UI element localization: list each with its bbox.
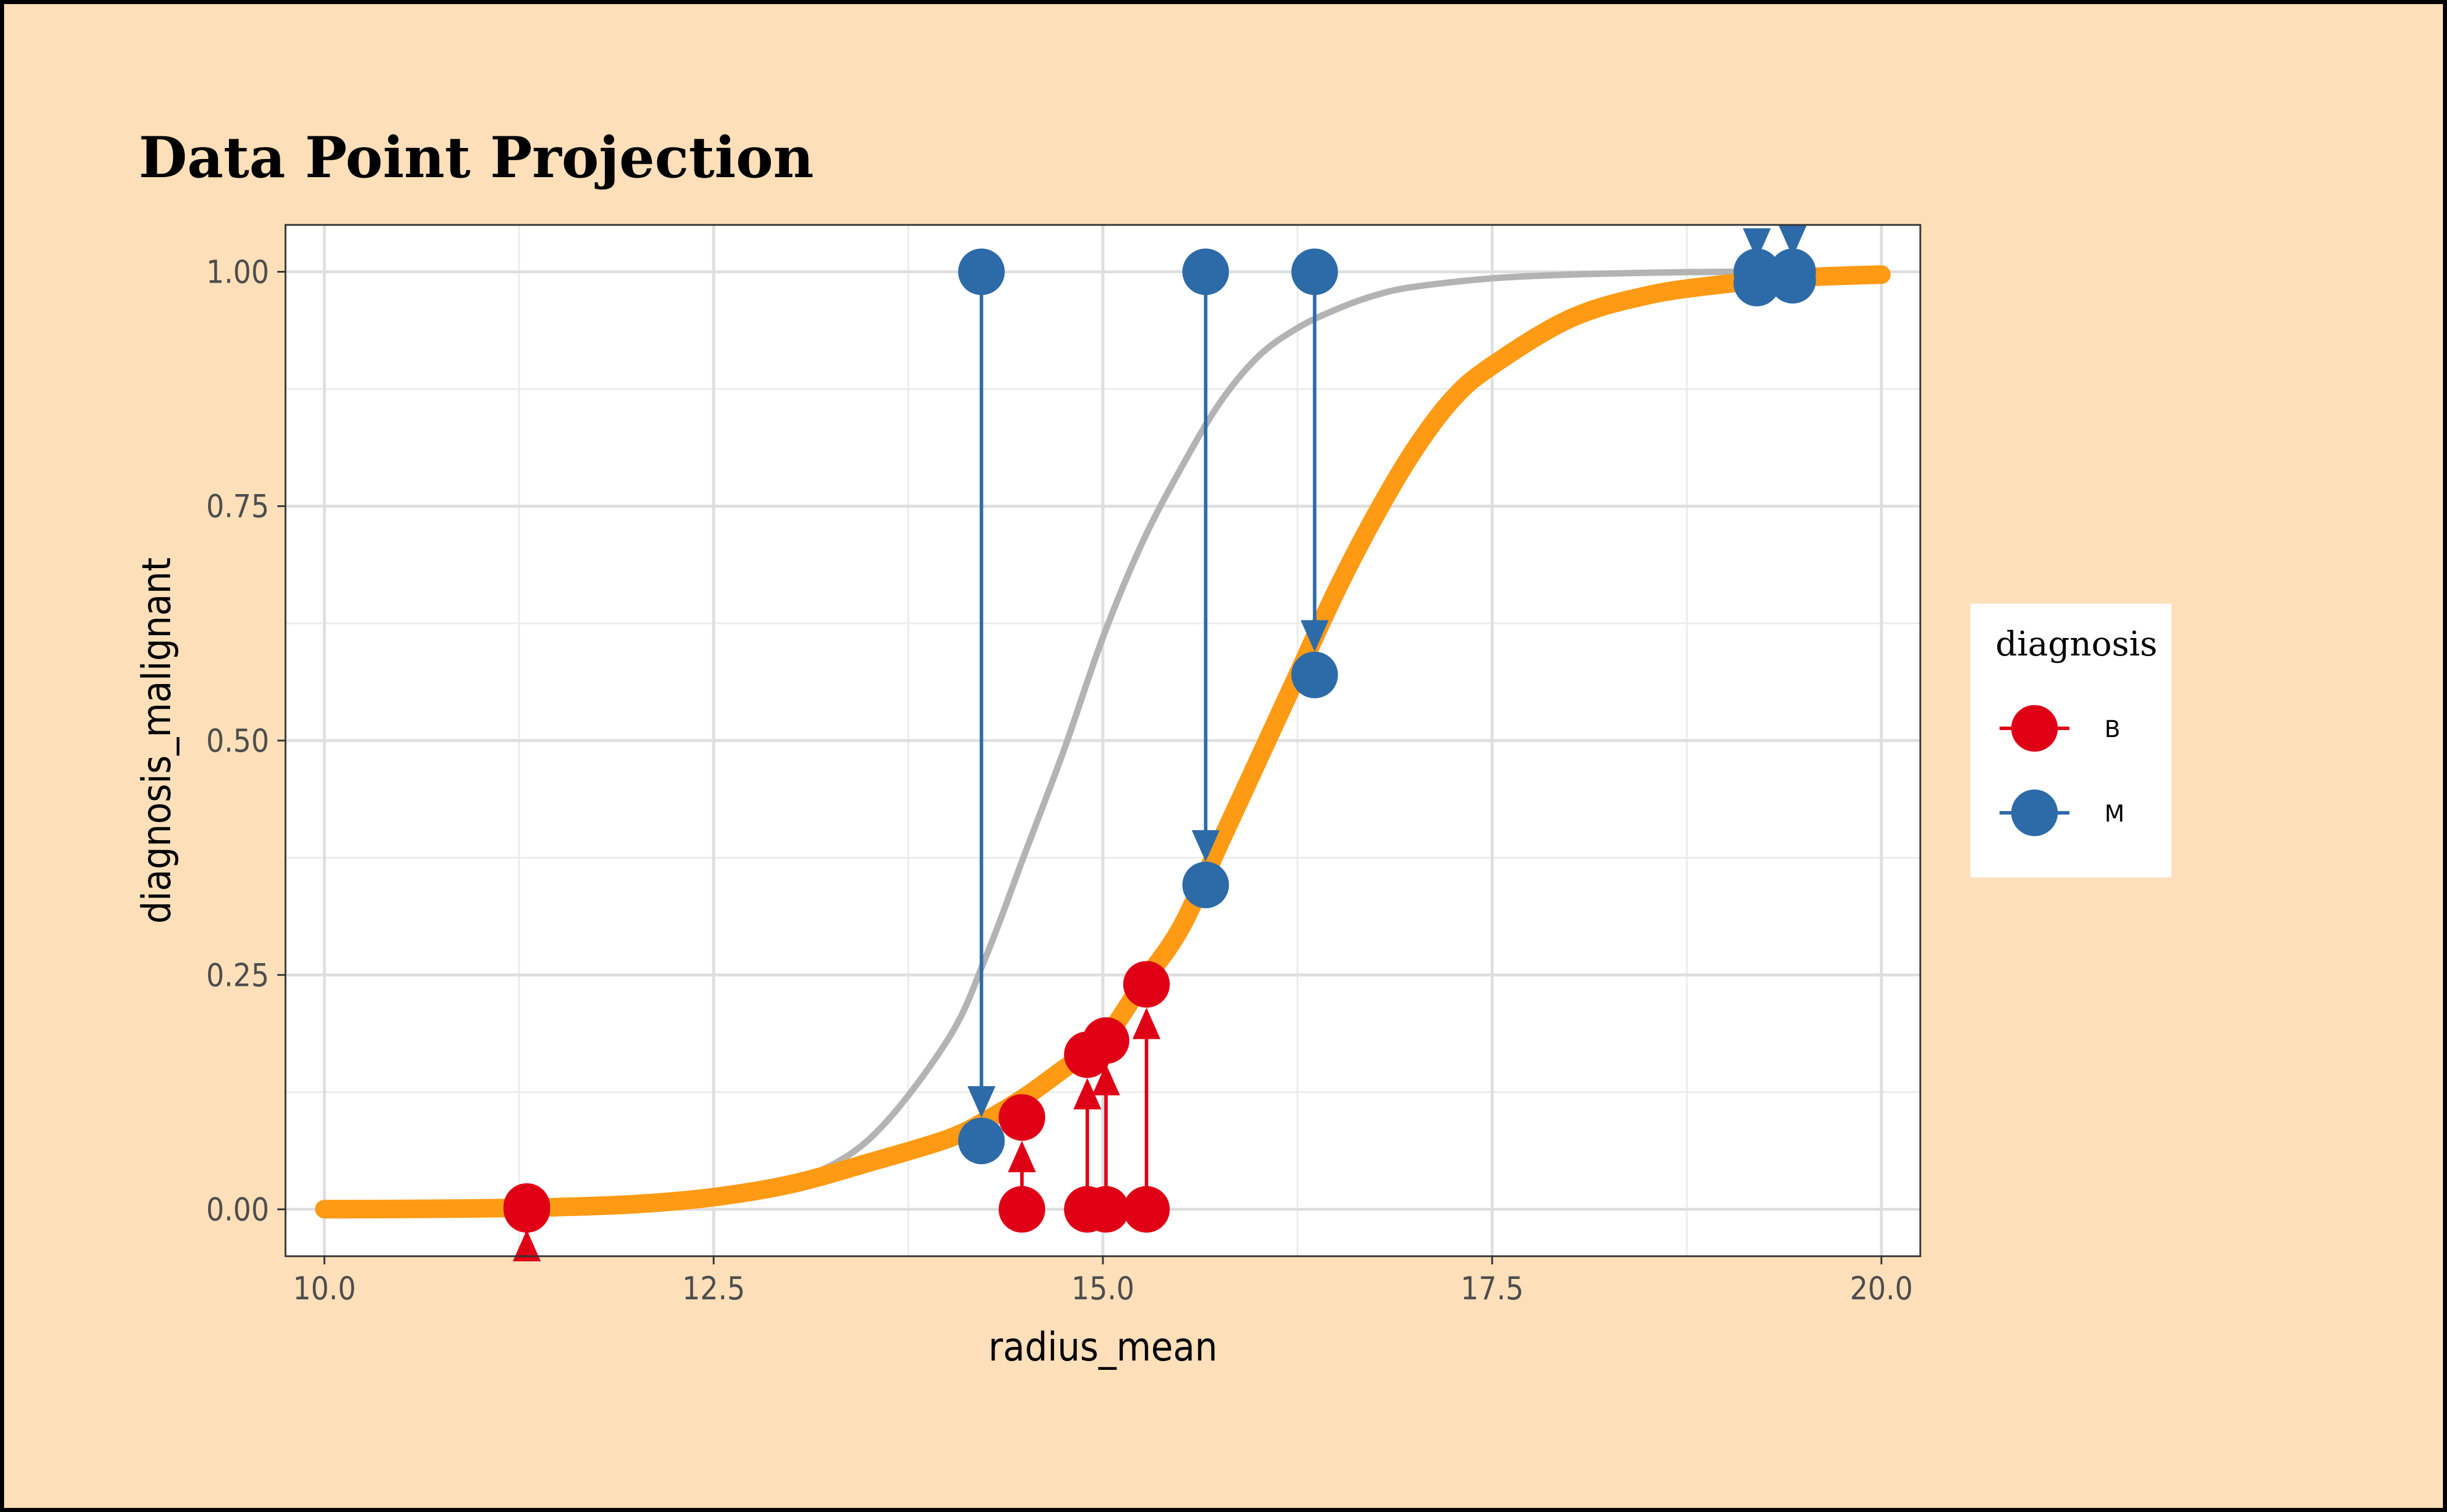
arrowhead-m xyxy=(967,1086,996,1118)
point-projected-m xyxy=(1182,861,1229,908)
point-projected-m xyxy=(1291,651,1338,699)
legend-box xyxy=(1970,604,2171,877)
point-projected-b xyxy=(1083,1017,1130,1064)
data-points xyxy=(503,248,1816,1233)
x-axis-title: radius_mean xyxy=(988,1324,1217,1370)
arrowhead-b xyxy=(1132,1007,1161,1039)
point-observed-m xyxy=(1182,248,1229,295)
arrowhead-m xyxy=(1778,225,1807,257)
point-projected-m xyxy=(1733,259,1780,306)
arrowhead-b xyxy=(1073,1078,1102,1109)
arrowhead-m xyxy=(1743,228,1771,260)
y-axis: 0.00 0.25 0.50 0.75 1.00 xyxy=(206,253,285,1228)
legend-key-point-b xyxy=(2011,705,2058,752)
point-projected-m xyxy=(958,1118,1005,1165)
point-projected-m xyxy=(1769,256,1816,304)
point-observed-m xyxy=(958,248,1005,295)
x-tick-label-15-0: 15.0 xyxy=(1071,1270,1134,1307)
point-observed-b xyxy=(1083,1186,1130,1233)
y-tick-label-1-00: 1.00 xyxy=(206,253,269,290)
point-projected-b xyxy=(503,1183,551,1230)
projection-arrowheads xyxy=(513,225,1807,1261)
legend: diagnosis B M xyxy=(1970,604,2171,877)
arrowhead-m xyxy=(1191,830,1220,862)
legend-label-b: B xyxy=(2104,716,2120,743)
x-axis: 10.0 12.5 15.0 17.5 20.0 xyxy=(293,1256,1913,1307)
arrowhead-m xyxy=(1300,620,1329,652)
chart-title: Data Point Projection xyxy=(139,125,814,191)
x-tick-label-10-0: 10.0 xyxy=(293,1270,356,1307)
point-observed-b xyxy=(1123,1186,1170,1233)
y-tick-label-0-50: 0.50 xyxy=(206,722,269,759)
legend-item-b: B xyxy=(2000,705,2120,752)
legend-key-point-m xyxy=(2011,790,2058,836)
y-tick-label-0-00: 0.00 xyxy=(206,1192,269,1228)
point-observed-b xyxy=(999,1186,1046,1233)
x-tick-label-20-0: 20.0 xyxy=(1850,1270,1913,1307)
legend-title: diagnosis xyxy=(1995,624,2157,664)
chart-svg: Data Point Projection 10.0 12.5 15.0 17.5 20… xyxy=(134,125,2171,1370)
y-tick-label-0-75: 0.75 xyxy=(206,488,269,525)
x-tick-label-17-5: 17.5 xyxy=(1461,1270,1524,1307)
y-axis-title: diagnosis_malignant xyxy=(134,558,180,924)
legend-label-m: M xyxy=(2104,801,2125,827)
y-tick-label-0-25: 0.25 xyxy=(206,957,269,993)
curves xyxy=(315,265,1891,1219)
point-projected-b xyxy=(1123,961,1170,1008)
x-tick-label-12-5: 12.5 xyxy=(682,1270,745,1307)
legend-item-m: M xyxy=(2000,790,2125,836)
point-observed-m xyxy=(1291,248,1338,295)
arrowhead-b xyxy=(513,1229,541,1261)
point-projected-b xyxy=(999,1094,1046,1141)
arrowhead-b xyxy=(1008,1140,1036,1172)
fitted-curve xyxy=(315,265,1891,1219)
arrowhead-b xyxy=(1092,1063,1120,1095)
